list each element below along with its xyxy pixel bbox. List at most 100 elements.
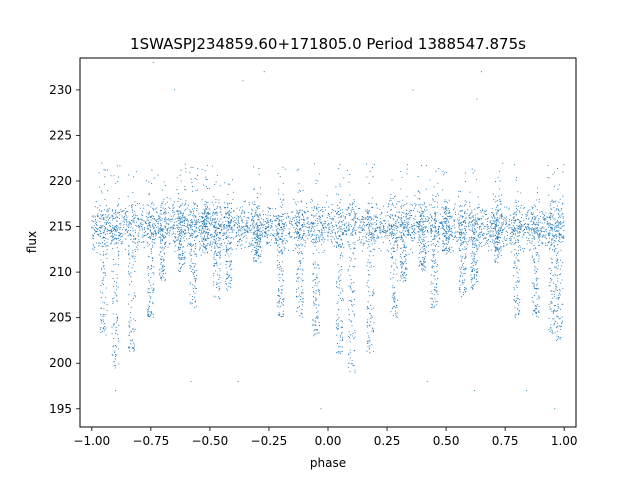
data-point [347, 366, 349, 369]
data-point [188, 238, 190, 240]
data-point [482, 222, 484, 224]
data-point [129, 346, 131, 348]
data-point [231, 231, 233, 233]
data-point [118, 231, 120, 233]
data-point [283, 222, 285, 225]
data-point [179, 268, 181, 270]
data-point [320, 223, 322, 225]
data-point [373, 248, 376, 250]
data-point [207, 226, 209, 228]
data-point [280, 305, 282, 307]
data-point [114, 212, 116, 214]
data-point [147, 313, 149, 315]
data-point [269, 207, 271, 209]
data-point [403, 261, 405, 263]
data-point [390, 224, 392, 226]
data-point [348, 308, 350, 310]
data-point [402, 240, 405, 242]
data-point [336, 281, 338, 283]
data-point [219, 253, 221, 255]
data-point [164, 207, 166, 210]
data-point [390, 231, 392, 234]
data-point [418, 223, 420, 226]
data-point [284, 223, 286, 225]
data-point [229, 221, 231, 223]
data-point [338, 287, 341, 289]
data-point [321, 230, 323, 232]
data-point [278, 302, 280, 304]
data-point [190, 226, 192, 228]
data-point [348, 300, 350, 302]
data-point [192, 269, 194, 271]
data-point [106, 304, 108, 306]
data-point [392, 285, 394, 287]
data-point [341, 244, 343, 246]
data-point [259, 221, 261, 223]
data-point [173, 201, 175, 203]
data-point [332, 232, 334, 234]
data-point [128, 245, 130, 247]
data-point [296, 245, 298, 247]
data-point [262, 224, 264, 227]
data-point [478, 203, 480, 205]
data-point [328, 223, 330, 225]
data-point [257, 239, 259, 241]
data-point [349, 243, 351, 246]
data-point [409, 209, 412, 211]
data-point [295, 243, 297, 245]
data-point [354, 369, 356, 371]
data-point [228, 214, 230, 216]
data-point [300, 243, 302, 245]
data-point [191, 226, 193, 228]
data-point [192, 295, 194, 297]
data-point [420, 203, 422, 205]
data-point [481, 241, 483, 243]
data-point [114, 345, 117, 347]
data-point [501, 233, 503, 235]
data-point [112, 217, 114, 220]
data-point [213, 245, 215, 247]
data-point [323, 241, 325, 243]
data-point [304, 245, 306, 247]
data-point [228, 255, 230, 257]
data-point [371, 243, 373, 245]
data-point [327, 239, 329, 241]
data-point [526, 228, 528, 230]
data-point [547, 216, 549, 218]
data-point [388, 234, 390, 237]
data-points [91, 62, 565, 410]
data-point [385, 235, 387, 237]
data-point [542, 242, 544, 244]
data-point [258, 229, 260, 231]
data-point [230, 279, 233, 281]
data-point [484, 243, 486, 245]
data-point [300, 228, 302, 230]
data-point [278, 312, 280, 314]
data-point [128, 303, 130, 305]
data-point [189, 223, 191, 226]
data-point [485, 209, 487, 212]
data-point [153, 204, 155, 206]
data-point [532, 213, 534, 215]
data-point [334, 210, 337, 212]
data-point [406, 227, 408, 230]
data-point [536, 223, 538, 225]
data-point [151, 214, 153, 217]
data-point [318, 332, 320, 334]
data-point [152, 207, 154, 209]
data-point [228, 213, 230, 215]
data-point [219, 263, 221, 265]
data-point [96, 231, 98, 233]
data-point [263, 219, 265, 221]
data-point [369, 324, 371, 326]
data-point [394, 297, 396, 299]
data-point [349, 274, 351, 276]
data-point [94, 226, 97, 229]
data-point [125, 215, 127, 217]
data-point [419, 241, 422, 243]
data-point [194, 248, 197, 250]
data-point [149, 295, 151, 297]
data-point [148, 287, 150, 290]
data-point [430, 216, 433, 218]
data-point [195, 253, 197, 255]
